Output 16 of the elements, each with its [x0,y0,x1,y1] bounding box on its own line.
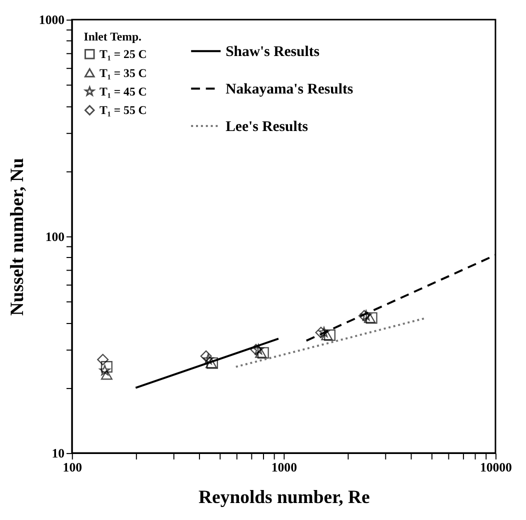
x-tick-label: 1000 [271,460,297,474]
legend-label: Nakayama's Results [226,82,354,98]
legend-label: T₁ = 35 C [99,66,147,80]
y-tick-label: 1000 [38,13,65,28]
x-tick-label: 10000 [480,460,512,474]
legend-label: T₁ = 55 C [99,103,147,118]
x-axis-title: Reynolds number, Re [198,486,370,508]
legend-label: Lee's Results [226,118,308,135]
y-axis-title: Nusselt number, Nu [7,158,28,316]
y-tick-label: 10 [52,446,65,460]
legend-title: Inlet Temp. [84,29,142,44]
x-tick-label: 100 [62,460,82,474]
y-tick-label: 100 [45,230,65,244]
legend-label: T₁ = 45 C [99,84,147,98]
legend-label: T₁ = 25 C [99,47,147,62]
legend-label: Shaw's Results [226,44,320,60]
